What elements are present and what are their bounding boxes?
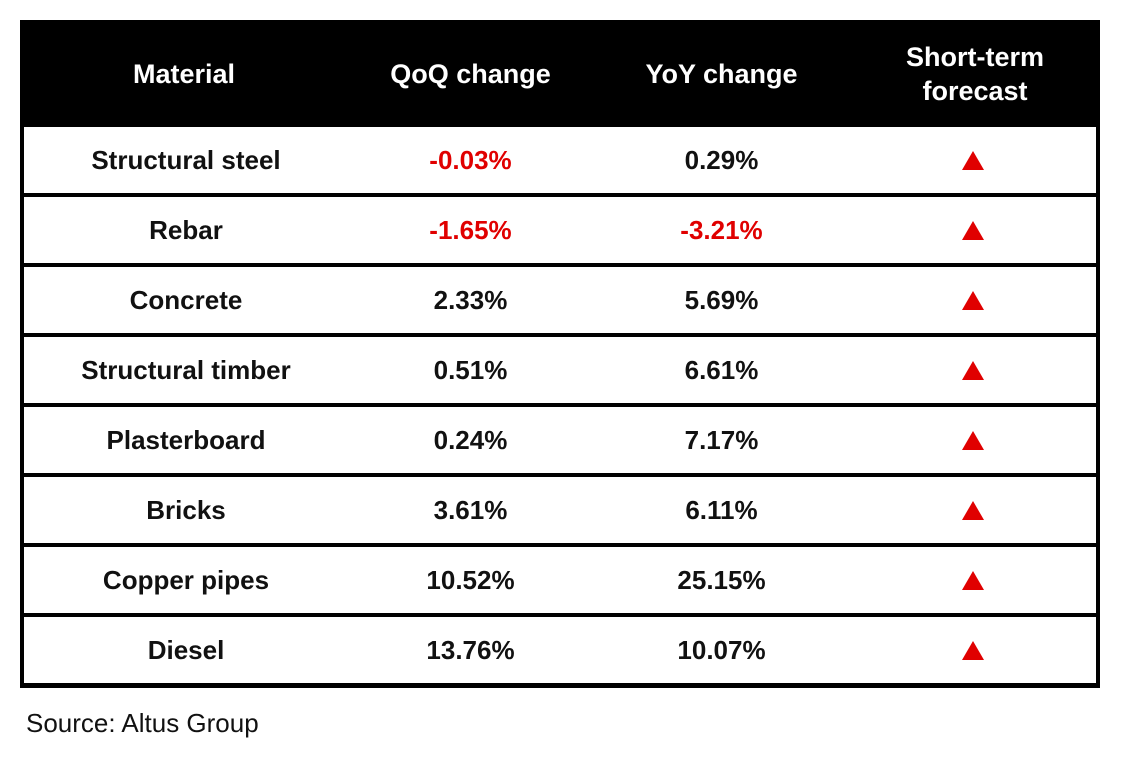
yoy-cell: -3.21% — [680, 214, 763, 245]
material-cell: Plasterboard — [106, 424, 266, 455]
forecast-cell — [850, 127, 1096, 193]
yoy-cell: 25.15% — [677, 564, 766, 595]
up-arrow-icon — [962, 570, 984, 590]
header-material: Material — [132, 58, 236, 89]
up-arrow-icon — [962, 430, 984, 450]
table-body: Structural steel -0.03% 0.29% Rebar -1.6… — [24, 127, 1096, 683]
table-row: Concrete 2.33% 5.69% — [24, 267, 1096, 333]
material-cell: Bricks — [146, 494, 226, 525]
header-qoq-change: QoQ change — [390, 58, 551, 89]
qoq-cell: 10.52% — [426, 564, 515, 595]
table-row: Rebar -1.65% -3.21% — [24, 197, 1096, 263]
qoq-cell: -0.03% — [429, 144, 512, 175]
yoy-cell: 7.17% — [684, 424, 759, 455]
qoq-cell: 2.33% — [433, 284, 508, 315]
up-arrow-icon — [962, 220, 984, 240]
qoq-cell: 3.61% — [433, 494, 508, 525]
forecast-cell — [850, 337, 1096, 403]
forecast-cell — [850, 477, 1096, 543]
table-row: Structural steel -0.03% 0.29% — [24, 127, 1096, 193]
qoq-cell: -1.65% — [429, 214, 512, 245]
qoq-cell: 0.24% — [433, 424, 508, 455]
up-arrow-icon — [962, 290, 984, 310]
forecast-cell — [850, 547, 1096, 613]
material-cell: Diesel — [147, 634, 225, 665]
up-arrow-icon — [962, 360, 984, 380]
qoq-cell: 13.76% — [426, 634, 515, 665]
yoy-cell: 5.69% — [684, 284, 759, 315]
yoy-cell: 6.61% — [684, 354, 759, 385]
table-row: Copper pipes 10.52% 25.15% — [24, 547, 1096, 613]
up-arrow-icon — [962, 640, 984, 660]
yoy-cell: 0.29% — [684, 144, 759, 175]
yoy-cell: 10.07% — [677, 634, 766, 665]
material-cell: Structural timber — [81, 354, 291, 385]
table-row: Structural timber 0.51% 6.61% — [24, 337, 1096, 403]
forecast-cell — [850, 197, 1096, 263]
yoy-cell: 6.11% — [685, 494, 758, 525]
header-short-term-forecast: Short-term forecast — [905, 41, 1044, 106]
forecast-cell — [850, 267, 1096, 333]
table-row: Plasterboard 0.24% 7.17% — [24, 407, 1096, 473]
header-yoy-change: YoY change — [645, 58, 798, 89]
material-cell: Concrete — [129, 284, 243, 315]
up-arrow-icon — [962, 500, 984, 520]
qoq-cell: 0.51% — [433, 354, 508, 385]
materials-table: Material QoQ change YoY change Short-ter… — [20, 20, 1100, 688]
forecast-cell — [850, 407, 1096, 473]
up-arrow-icon — [962, 150, 984, 170]
source-note: Source: Altus Group — [26, 708, 259, 738]
material-cell: Structural steel — [91, 144, 281, 175]
table-header: Material QoQ change YoY change Short-ter… — [20, 20, 1100, 127]
material-cell: Copper pipes — [102, 564, 270, 595]
table-row: Bricks 3.61% 6.11% — [24, 477, 1096, 543]
material-cell: Rebar — [149, 214, 223, 245]
table-row: Diesel 13.76% 10.07% — [24, 617, 1096, 683]
forecast-cell — [850, 617, 1096, 683]
